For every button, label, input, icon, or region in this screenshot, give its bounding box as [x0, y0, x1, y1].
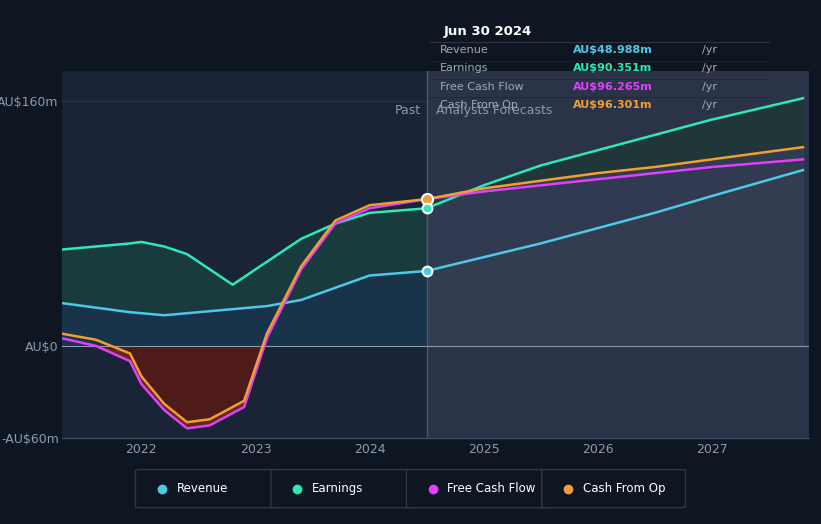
- Bar: [427, 71, 809, 438]
- Bar: [62, 71, 427, 438]
- Text: Free Cash Flow: Free Cash Flow: [440, 82, 524, 92]
- Text: Earnings: Earnings: [312, 482, 364, 495]
- Text: Jun 30 2024: Jun 30 2024: [443, 25, 532, 38]
- Text: Cash From Op: Cash From Op: [440, 100, 518, 110]
- FancyBboxPatch shape: [406, 470, 550, 508]
- Text: Earnings: Earnings: [440, 63, 488, 73]
- FancyBboxPatch shape: [271, 470, 415, 508]
- Text: Revenue: Revenue: [440, 45, 489, 55]
- Text: Revenue: Revenue: [177, 482, 228, 495]
- Text: AU$96.301m: AU$96.301m: [573, 100, 653, 110]
- Text: /yr: /yr: [702, 45, 717, 55]
- Text: Past: Past: [395, 104, 421, 117]
- Text: AU$90.351m: AU$90.351m: [573, 63, 652, 73]
- Text: /yr: /yr: [702, 100, 717, 110]
- Text: Cash From Op: Cash From Op: [583, 482, 665, 495]
- Text: Free Cash Flow: Free Cash Flow: [447, 482, 536, 495]
- FancyBboxPatch shape: [135, 470, 279, 508]
- Text: /yr: /yr: [702, 82, 717, 92]
- FancyBboxPatch shape: [542, 470, 686, 508]
- Text: AU$96.265m: AU$96.265m: [573, 82, 653, 92]
- Text: AU$48.988m: AU$48.988m: [573, 45, 653, 55]
- Text: Analysts Forecasts: Analysts Forecasts: [436, 104, 552, 117]
- Text: /yr: /yr: [702, 63, 717, 73]
